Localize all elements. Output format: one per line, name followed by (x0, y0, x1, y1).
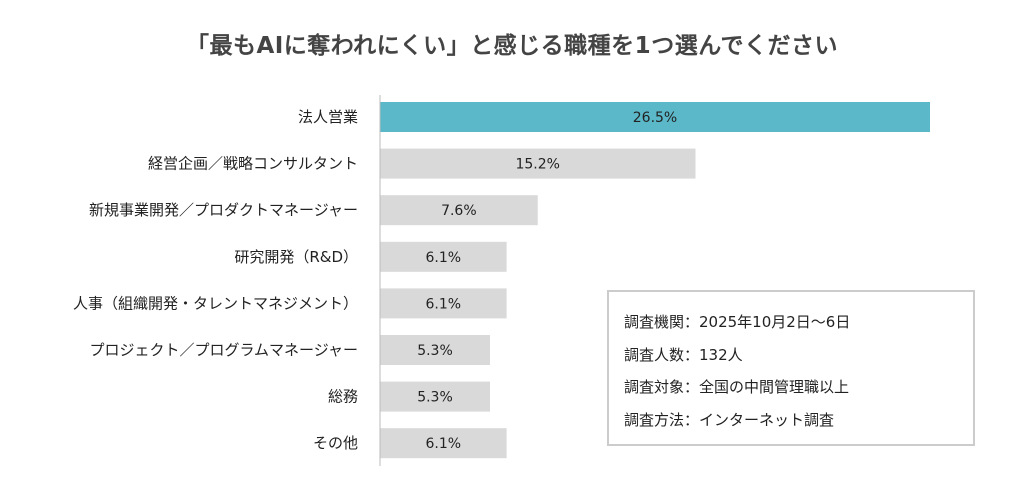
survey-period: 調査機関：2025年10月2日〜6日 (624, 313, 851, 331)
category-label: プロジェクト／プログラムマネージャー (89, 341, 358, 359)
bar (380, 288, 507, 319)
data-label: 6.1% (426, 296, 462, 312)
data-label: 7.6% (441, 203, 477, 219)
bar (380, 381, 490, 412)
data-label: 26.5% (633, 110, 677, 126)
bar (380, 148, 696, 179)
data-label: 15.2% (515, 157, 559, 173)
bar (380, 428, 507, 459)
data-label: 5.3% (417, 343, 453, 359)
category-label: 法人営業 (298, 108, 358, 126)
survey-method: 調査方法：インターネット調査 (624, 410, 835, 429)
data-label: 6.1% (426, 250, 462, 266)
chart-title: 「最もAIに奪われにくい」と感じる職種を1つ選んでください (185, 33, 839, 59)
bar (380, 195, 538, 226)
data-label: 5.3% (417, 390, 453, 406)
category-label: 人事（組織開発・タレントマネジメント） (73, 294, 358, 312)
category-label: 経営企画／戦略コンサルタント (148, 155, 358, 173)
survey-target: 調査対象：全国の中間管理職以上 (624, 378, 850, 396)
bar (380, 241, 507, 272)
category-label: 総務 (328, 388, 358, 406)
data-label: 6.1% (426, 436, 462, 452)
category-label: 研究開発（R&D） (234, 248, 358, 266)
category-label: 新規事業開発／プロダクトマネージャー (89, 201, 358, 219)
category-label: その他 (313, 434, 358, 452)
survey-count: 調査人数：132人 (624, 345, 743, 364)
survey-info-box: 調査機関：2025年10月2日〜6日 調査人数：132人 調査対象：全国の中間管… (607, 290, 975, 446)
bar (380, 335, 490, 365)
bar (380, 102, 930, 132)
